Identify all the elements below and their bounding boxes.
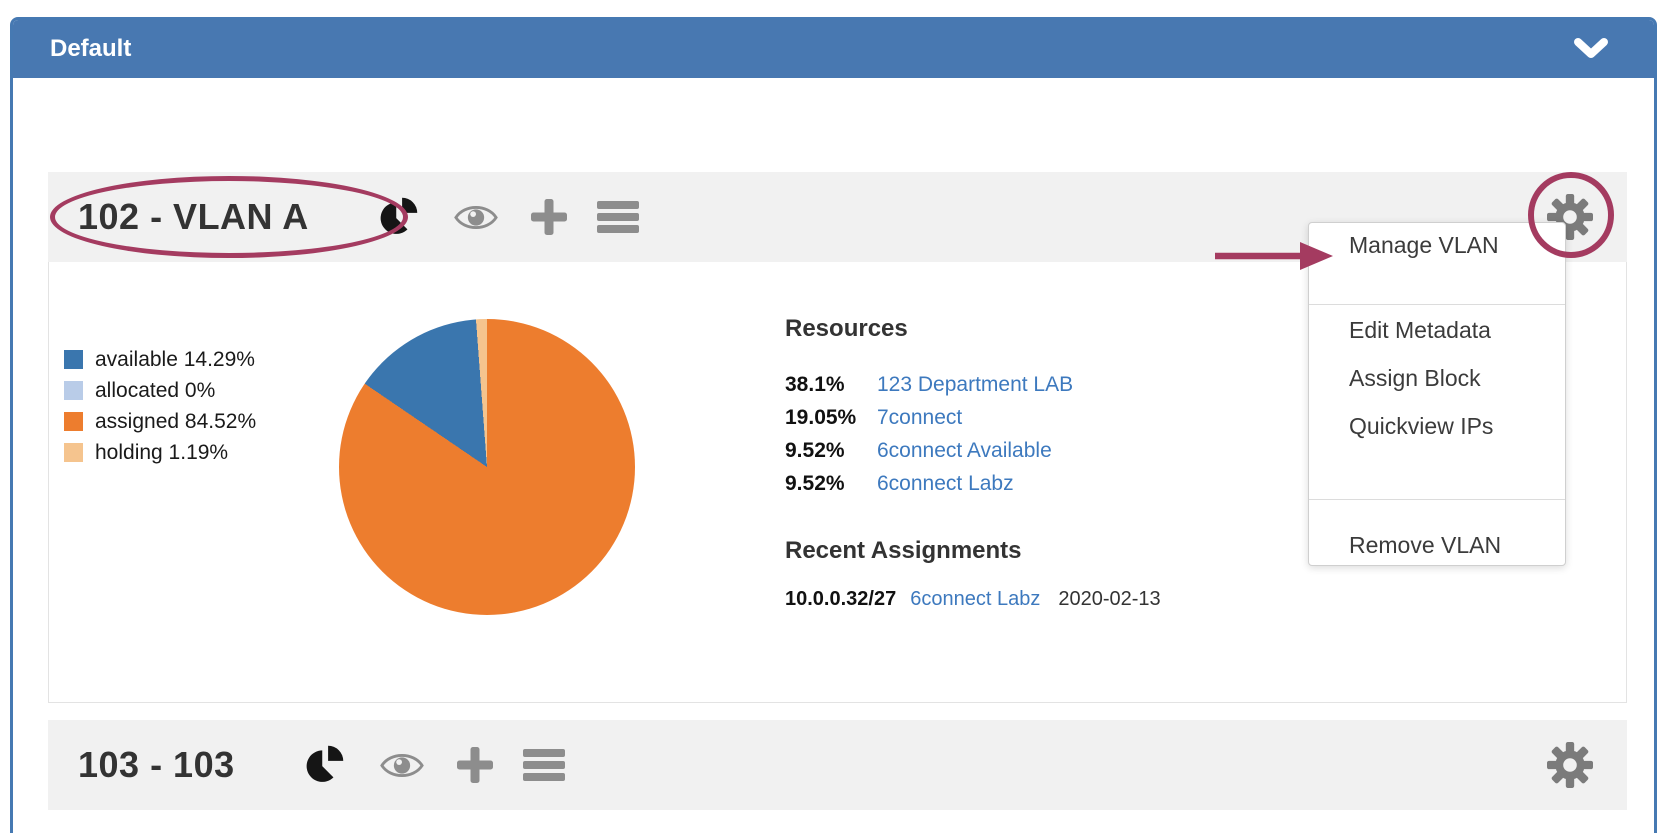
plus-icon[interactable] (529, 197, 569, 237)
group-title: Default (50, 35, 132, 62)
assignment-date: 2020-02-13 (1058, 588, 1161, 610)
list-menu-icon[interactable] (596, 200, 639, 234)
gear-icon[interactable] (1547, 194, 1593, 240)
chevron-down-icon[interactable] (1572, 36, 1610, 62)
resource-percent: 38.1% (785, 372, 845, 396)
legend-swatch-holding (64, 443, 83, 462)
legend-label: holding 1.19% (95, 440, 229, 464)
assignment-row: 10.0.0.32/27 6connect Labz 2020-02-13 (785, 588, 1345, 611)
menu-item-edit-metadata[interactable]: Edit Metadata (1349, 317, 1491, 343)
utilization-pie-chart (339, 319, 635, 615)
resource-link[interactable]: 6connect Labz (877, 471, 1014, 495)
resources-section: Resources 38.1% 123 Department LAB 19.05… (785, 316, 1345, 500)
default-group-header[interactable]: Default (13, 20, 1654, 78)
menu-item-remove-vlan[interactable]: Remove VLAN (1349, 532, 1502, 558)
resource-link[interactable]: 123 Department LAB (877, 372, 1074, 396)
gear-dropdown-menu: Manage VLAN Edit Metadata Assign Block Q… (1308, 222, 1566, 566)
assignment-link[interactable]: 6connect Labz (910, 588, 1041, 610)
gear-icon[interactable] (1547, 742, 1593, 788)
pie-chart-icon[interactable] (377, 196, 419, 238)
legend-swatch-assigned (64, 412, 83, 431)
assignment-cidr: 10.0.0.32/27 (785, 588, 897, 610)
legend-label: allocated 0% (95, 378, 216, 402)
menu-item-quickview-ips[interactable]: Quickview IPs (1349, 413, 1494, 439)
menu-divider (1309, 304, 1565, 305)
menu-item-manage-vlan[interactable]: Manage VLAN (1349, 232, 1499, 258)
vlan-102-title: 102 - VLAN A (78, 196, 309, 237)
resource-row: 9.52% 6connect Available (785, 434, 1345, 467)
legend-item-holding: holding 1.19% (64, 437, 256, 468)
resource-percent: 9.52% (785, 471, 845, 495)
resource-row: 38.1% 123 Department LAB (785, 368, 1345, 401)
plus-icon[interactable] (455, 745, 495, 785)
resource-link[interactable]: 6connect Available (877, 438, 1052, 462)
vlan-103-header: 103 - 103 (48, 720, 1627, 810)
resource-row: 9.52% 6connect Labz (785, 467, 1345, 500)
resource-row: 19.05% 7connect (785, 401, 1345, 434)
legend-label: assigned 84.52% (95, 409, 257, 433)
legend-label: available 14.29% (95, 347, 255, 371)
resource-percent: 19.05% (785, 405, 857, 429)
legend-item-available: available 14.29% (64, 344, 256, 375)
legend-swatch-allocated (64, 381, 83, 400)
legend-item-allocated: allocated 0% (64, 375, 256, 406)
recent-assignments-heading: Recent Assignments (785, 537, 1022, 564)
list-menu-icon[interactable] (522, 748, 565, 782)
menu-divider (1309, 499, 1565, 500)
recent-assignments-section: Recent Assignments 10.0.0.32/27 6connect… (785, 538, 1345, 611)
legend-swatch-available (64, 350, 83, 369)
legend-item-assigned: assigned 84.52% (64, 406, 256, 437)
pie-legend: available 14.29% allocated 0% assigned 8… (64, 344, 256, 468)
eye-icon[interactable] (453, 201, 499, 234)
resources-heading: Resources (785, 315, 908, 342)
pie-chart-icon[interactable] (303, 744, 345, 786)
resource-link[interactable]: 7connect (877, 405, 963, 429)
vlan-103-title: 103 - 103 (78, 744, 235, 785)
resource-percent: 9.52% (785, 438, 845, 462)
menu-item-assign-block[interactable]: Assign Block (1349, 365, 1481, 391)
eye-icon[interactable] (379, 749, 425, 782)
